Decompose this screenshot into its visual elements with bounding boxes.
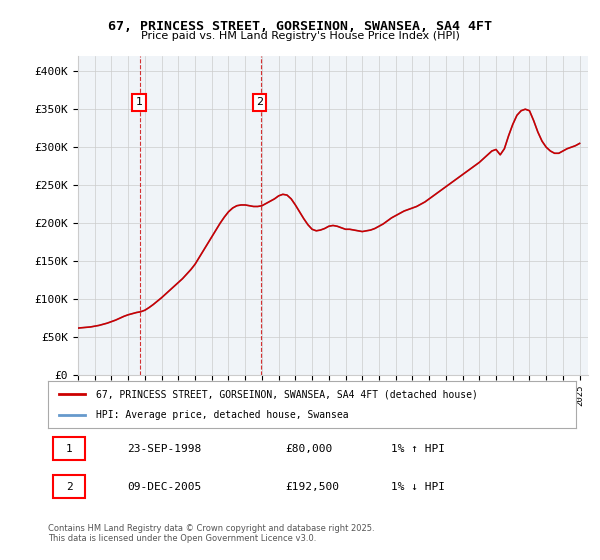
Text: 1: 1 [136, 97, 142, 108]
Text: 23-SEP-1998: 23-SEP-1998 [127, 444, 202, 454]
Text: £80,000: £80,000 [286, 444, 333, 454]
Text: 2: 2 [256, 97, 263, 108]
Text: Price paid vs. HM Land Registry's House Price Index (HPI): Price paid vs. HM Land Registry's House … [140, 31, 460, 41]
Text: 67, PRINCESS STREET, GORSEINON, SWANSEA, SA4 4FT: 67, PRINCESS STREET, GORSEINON, SWANSEA,… [108, 20, 492, 32]
Text: 67, PRINCESS STREET, GORSEINON, SWANSEA, SA4 4FT (detached house): 67, PRINCESS STREET, GORSEINON, SWANSEA,… [95, 389, 478, 399]
Text: £192,500: £192,500 [286, 482, 340, 492]
Text: 1% ↓ HPI: 1% ↓ HPI [391, 482, 445, 492]
FancyBboxPatch shape [53, 437, 85, 460]
Text: 2: 2 [66, 482, 73, 492]
Text: 1: 1 [66, 444, 73, 454]
FancyBboxPatch shape [53, 475, 85, 498]
Text: Contains HM Land Registry data © Crown copyright and database right 2025.
This d: Contains HM Land Registry data © Crown c… [48, 524, 374, 543]
Text: 09-DEC-2005: 09-DEC-2005 [127, 482, 202, 492]
Text: HPI: Average price, detached house, Swansea: HPI: Average price, detached house, Swan… [95, 410, 348, 420]
Text: 1% ↑ HPI: 1% ↑ HPI [391, 444, 445, 454]
